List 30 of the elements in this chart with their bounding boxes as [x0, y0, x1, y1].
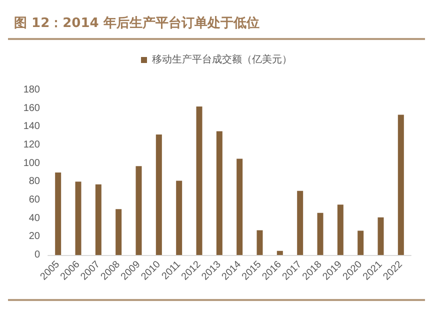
bar [216, 131, 222, 255]
y-tick-label: 180 [23, 84, 40, 96]
bar [297, 190, 304, 255]
y-tick-label: 100 [23, 158, 40, 169]
bar [256, 230, 263, 255]
chart-title: 图 12：2014 年后生产平台订单处于低位 [8, 8, 425, 40]
y-tick-label: 60 [28, 194, 40, 206]
bar [236, 158, 243, 255]
bar [176, 180, 182, 255]
y-tick-label: 0 [34, 250, 40, 260]
bar [136, 166, 142, 255]
bar [378, 217, 384, 255]
y-tick-label: 120 [23, 140, 40, 150]
y-tick-label: 140 [23, 121, 40, 132]
bar [276, 250, 283, 255]
bar [196, 106, 202, 255]
bar [358, 230, 364, 255]
bar [116, 209, 122, 255]
bar [317, 212, 324, 255]
y-tick-label: 20 [28, 231, 40, 242]
y-tick-label: 80 [28, 176, 40, 188]
bar [95, 184, 102, 255]
bar [337, 204, 344, 255]
bar [398, 114, 404, 255]
y-tick-label: 160 [23, 102, 40, 114]
y-tick-label: 40 [28, 212, 40, 224]
bar [55, 172, 62, 255]
bar [75, 182, 82, 255]
legend-label: 移动生产平台成交额（亿美元） [152, 54, 292, 66]
bar [156, 134, 162, 255]
